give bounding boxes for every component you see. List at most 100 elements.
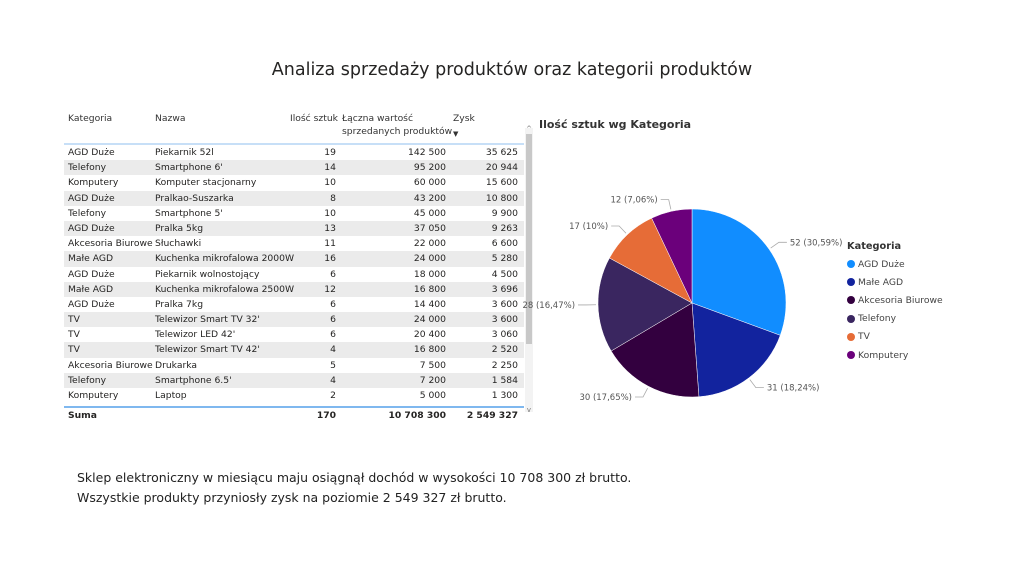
- cell-wartosc: 95 200: [413, 162, 446, 174]
- cell-nazwa: Słuchawki: [155, 238, 202, 250]
- cell-kategoria: Telefony: [68, 207, 107, 219]
- pie-slice[interactable]: [610, 302, 700, 398]
- table-row[interactable]: AGD Duże Pralkao-Suszarka 8 43 200 10 800: [64, 190, 524, 206]
- table-row[interactable]: Telefony Smartphone 5' 10 45 000 9 900: [64, 206, 524, 221]
- legend-item[interactable]: TV: [847, 328, 943, 346]
- pie-slice[interactable]: [691, 208, 787, 336]
- cell-zysk: 6 600: [491, 238, 518, 250]
- cell-nazwa: Smartphone 6': [155, 162, 223, 174]
- table-row[interactable]: Akcesoria Biurowe Drukarka 5 7 500 2 250: [64, 358, 524, 373]
- cell-kategoria: Telefony: [68, 162, 107, 174]
- table-row[interactable]: Akcesoria Biurowe Słuchawki 11 22 000 6 600: [64, 236, 524, 251]
- pie-slice[interactable]: [691, 302, 781, 398]
- data-label: 52 (30,59%): [790, 238, 843, 248]
- scrollbar-thumb[interactable]: [526, 134, 532, 344]
- table-header: Kategoria Nazwa Ilość sztuk Łączna warto…: [64, 107, 524, 145]
- leader-line: [611, 225, 627, 234]
- header-zysk[interactable]: Zysk: [453, 113, 475, 124]
- cell-ilosc: 12: [324, 283, 336, 295]
- cell-wartosc: 7 200: [419, 374, 446, 386]
- cell-kategoria: AGD Duże: [68, 192, 115, 204]
- summary-note: Sklep elektroniczny w miesiącu maju osią…: [77, 468, 631, 508]
- table-scrollbar[interactable]: ^ v: [525, 125, 533, 414]
- legend-item[interactable]: Telefony: [847, 310, 943, 328]
- cell-zysk: 1 300: [491, 390, 518, 401]
- cell-zysk: 3 696: [491, 283, 518, 295]
- cell-wartosc: 45 000: [413, 207, 446, 219]
- header-wartosc[interactable]: Łączna wartość sprzedanych produktów: [342, 112, 452, 138]
- table-row[interactable]: AGD Duże Pralka 5kg 13 37 050 9 263: [64, 220, 524, 237]
- cell-wartosc: 18 000: [413, 268, 446, 280]
- header-ilosc[interactable]: Ilość sztuk: [290, 113, 338, 124]
- legend-item[interactable]: AGD Duże: [847, 255, 943, 273]
- table-row[interactable]: TV Telewizor Smart TV 42' 4 16 800 2 520: [64, 342, 524, 358]
- table-row[interactable]: Komputery Laptop 2 5 000 1 300: [64, 388, 524, 403]
- chart-title: Ilość sztuk wg Kategoria: [539, 118, 692, 131]
- cell-ilosc: 16: [324, 253, 336, 265]
- legend-item[interactable]: Komputery: [847, 346, 943, 364]
- table-body: AGD Duże Piekarnik 52l 19 142 500 35 625 Tele…: [64, 145, 524, 403]
- cell-wartosc: 7 500: [419, 359, 446, 371]
- leader-line: [660, 199, 672, 210]
- table-row[interactable]: Komputery Komputer stacjonarny 10 60 000 15 …: [64, 175, 524, 190]
- cell-ilosc: 4: [330, 344, 336, 356]
- header-kategoria[interactable]: Kategoria: [68, 113, 113, 124]
- cell-wartosc: 16 800: [413, 344, 446, 356]
- sort-descending-icon[interactable]: ▼: [453, 130, 459, 138]
- cell-ilosc: 6: [330, 329, 336, 341]
- legend-dot-icon: [847, 278, 855, 287]
- cell-ilosc: 10: [324, 207, 336, 219]
- cell-zysk: 15 600: [485, 177, 518, 189]
- pie-slice[interactable]: [597, 257, 693, 352]
- cell-nazwa: Pralkao-Suszarka: [155, 192, 234, 204]
- cell-zysk: 2 250: [491, 359, 518, 371]
- header-nazwa[interactable]: Nazwa: [155, 113, 186, 124]
- data-label: 12 (7,06%): [611, 196, 658, 206]
- cell-zysk: 3 600: [491, 314, 518, 326]
- cell-kategoria: Telefony: [68, 374, 107, 386]
- table-row[interactable]: Małe AGD Kuchenka mikrofalowa 2500W 12 16 8…: [64, 281, 524, 297]
- cell-ilosc: 6: [330, 268, 336, 280]
- cell-kategoria: Komputery: [68, 177, 119, 189]
- table-row[interactable]: AGD Duże Pralka 7kg 6 14 400 3 600: [64, 297, 524, 312]
- cell-wartosc: 24 000: [413, 253, 446, 265]
- summary-line-2: Wszystkie produkty przyniosły zysk na po…: [77, 490, 507, 505]
- total-qty: 170: [316, 410, 336, 422]
- scroll-up-icon[interactable]: ^: [526, 125, 532, 133]
- table-row[interactable]: AGD Duże Piekarnik wolnostojący 6 18 000 4 5…: [64, 267, 524, 282]
- sales-table: Kategoria Nazwa Ilość sztuk Łączna warto…: [64, 107, 524, 424]
- cell-zysk: 1 584: [491, 374, 518, 386]
- cell-kategoria: TV: [68, 329, 80, 341]
- scroll-down-icon[interactable]: v: [526, 406, 532, 414]
- cell-kategoria: Małe AGD: [68, 283, 114, 295]
- legend-dot-icon: [847, 260, 855, 269]
- table-row[interactable]: TV Telewizor LED 42' 6 20 400 3 060: [64, 327, 524, 342]
- header-wartosc-line2: sprzedanych produktów: [342, 126, 453, 137]
- cell-nazwa: Piekarnik 52l: [155, 147, 214, 158]
- cell-nazwa: Telewizor Smart TV 32': [155, 314, 260, 326]
- cell-wartosc: 24 000: [413, 314, 446, 326]
- cell-kategoria: AGD Duże: [68, 147, 115, 158]
- table-row[interactable]: AGD Duże Piekarnik 52l 19 142 500 35 625: [64, 145, 524, 160]
- pie-slice[interactable]: [651, 208, 693, 304]
- cell-zysk: 35 625: [485, 147, 518, 158]
- cell-nazwa: Telewizor LED 42': [155, 329, 236, 341]
- cell-ilosc: 4: [330, 374, 336, 386]
- table-row[interactable]: Małe AGD Kuchenka mikrofalowa 2000W 16 24 0…: [64, 251, 524, 267]
- legend-item[interactable]: Małe AGD: [847, 273, 943, 291]
- table-row[interactable]: Telefony Smartphone 6' 14 95 200 20 944: [64, 160, 524, 176]
- cell-kategoria: Małe AGD: [68, 253, 114, 265]
- cell-ilosc: 19: [324, 147, 336, 158]
- cell-zysk: 4 500: [491, 268, 518, 280]
- cell-nazwa: Smartphone 5': [155, 207, 223, 219]
- legend-dot-icon: [847, 332, 855, 341]
- legend-label: Akcesoria Biurowe: [858, 294, 943, 306]
- cell-nazwa: Kuchenka mikrofalowa 2000W: [155, 253, 295, 265]
- table-row[interactable]: TV Telewizor Smart TV 32' 6 24 000 3 600: [64, 312, 524, 328]
- cell-kategoria: Komputery: [68, 390, 119, 401]
- legend-item[interactable]: Akcesoria Biurowe: [847, 291, 943, 309]
- table-row[interactable]: Telefony Smartphone 6.5' 4 7 200 1 584: [64, 372, 524, 388]
- legend-label: Małe AGD: [858, 276, 904, 288]
- cell-wartosc: 14 400: [413, 298, 446, 310]
- total-label: Suma: [68, 410, 97, 422]
